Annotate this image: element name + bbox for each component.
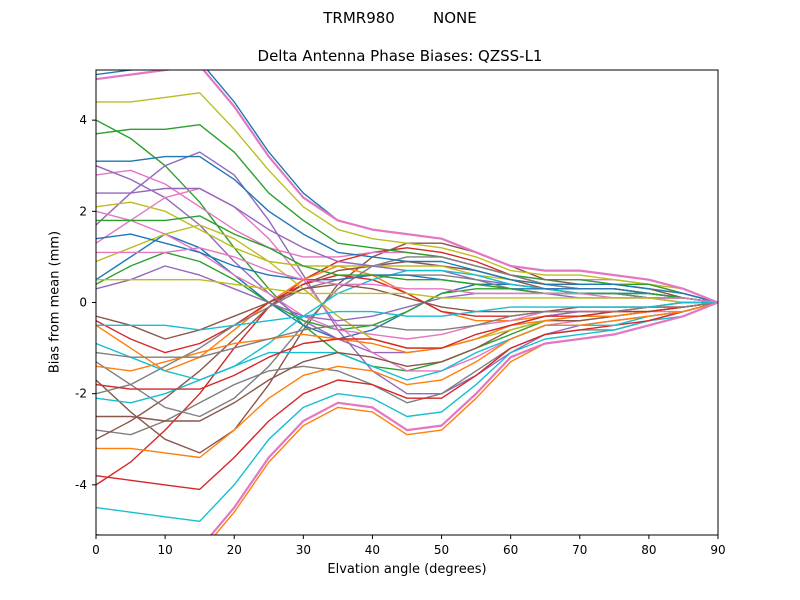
x-tick-label: 80 bbox=[641, 543, 656, 557]
x-tick-label: 10 bbox=[157, 543, 172, 557]
axes-frame bbox=[95, 69, 719, 536]
series-line bbox=[96, 92, 718, 304]
series-line bbox=[214, 301, 718, 535]
y-tick-label: -2 bbox=[75, 387, 87, 401]
x-axis-label: Elvation angle (degrees) bbox=[327, 562, 487, 577]
series-line bbox=[96, 301, 718, 459]
series-line bbox=[96, 274, 718, 354]
series-line bbox=[96, 251, 718, 331]
y-tick-label: 2 bbox=[79, 204, 87, 218]
y-tick-label: -4 bbox=[75, 478, 87, 492]
series-group bbox=[96, 70, 718, 535]
series-line bbox=[96, 269, 718, 381]
x-tick-label: 60 bbox=[503, 543, 518, 557]
x-tick-label: 50 bbox=[434, 543, 449, 557]
x-tick-label: 70 bbox=[572, 543, 587, 557]
x-tick-label: 0 bbox=[92, 543, 100, 557]
series-line bbox=[96, 301, 718, 522]
series-line bbox=[96, 215, 718, 304]
x-tick-label: 90 bbox=[710, 543, 725, 557]
x-tick-label: 20 bbox=[227, 543, 242, 557]
y-tick-label: 4 bbox=[79, 113, 87, 127]
series-line bbox=[96, 279, 718, 304]
figure-suptitle: TRMR980 NONE bbox=[323, 9, 477, 27]
series-line bbox=[96, 70, 718, 304]
series-line bbox=[96, 301, 718, 358]
series-line bbox=[96, 301, 718, 535]
series-line bbox=[96, 233, 718, 304]
series-line bbox=[96, 301, 718, 331]
x-tick-label: 40 bbox=[365, 543, 380, 557]
x-tick-label: 30 bbox=[296, 543, 311, 557]
chart-title: Delta Antenna Phase Biases: QZSS-L1 bbox=[257, 47, 543, 65]
series-line bbox=[96, 155, 718, 304]
y-tick-label: 0 bbox=[79, 296, 87, 310]
series-line bbox=[96, 301, 718, 372]
series-line bbox=[96, 169, 718, 304]
